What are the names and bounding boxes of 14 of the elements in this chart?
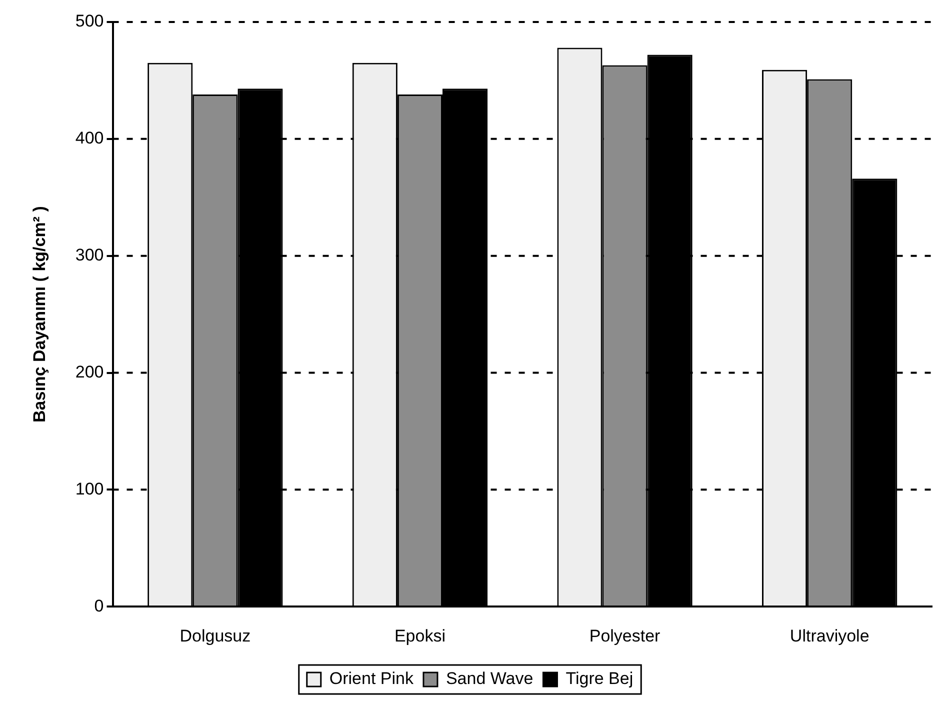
y-tick-label: 400 [75,128,104,148]
legend-label: Sand Wave [446,669,534,688]
y-tick-label: 200 [75,362,104,382]
y-tick-label: 500 [75,12,104,31]
x-tick-label: Dolgusuz [180,626,251,646]
legend-label: Orient Pink [329,669,414,688]
y-tick-label: 0 [94,596,104,616]
y-tick-label: 300 [75,246,104,265]
y-axis-title: Basınç Dayanımı ( kg/cm² ) [30,206,49,422]
legend-label: Tigre Bej [566,669,634,688]
y-tick-label: 100 [75,479,104,498]
x-tick-label: Ultraviyole [790,626,870,646]
x-tick-label: Polyester [589,626,661,646]
x-tick-label: Epoksi [394,626,446,646]
